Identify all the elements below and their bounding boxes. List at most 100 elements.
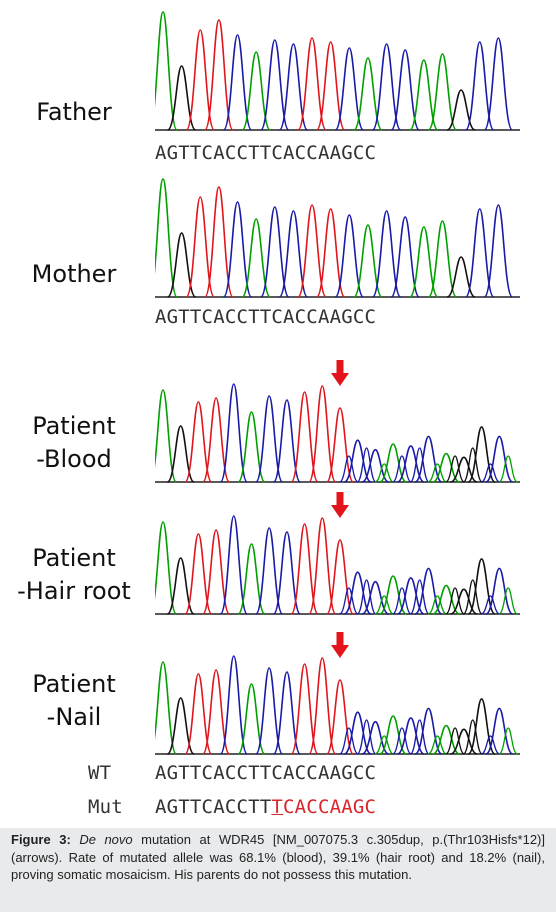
trace-peak xyxy=(343,711,372,755)
label-father: Father xyxy=(0,96,148,129)
trace-secondary-peak xyxy=(356,579,377,615)
trace-peak xyxy=(278,210,309,298)
trace-peak xyxy=(397,717,425,755)
chromatogram-patient-blood xyxy=(155,360,520,483)
trace-peak xyxy=(467,426,496,483)
mut-inserted-base: T xyxy=(271,796,284,818)
trace-peak xyxy=(379,715,407,755)
trace-peak xyxy=(255,395,284,483)
trace-peak xyxy=(166,557,195,615)
trace-peak xyxy=(290,663,319,755)
trace-secondary-peak xyxy=(339,587,359,615)
trace-peak xyxy=(155,521,178,615)
figure-caption: Figure 3: De novo mutation at WDR45 [NM_… xyxy=(0,828,556,912)
trace-peak xyxy=(184,533,213,615)
chromatogram-mother xyxy=(155,178,520,298)
trace-peak xyxy=(166,425,195,483)
trace-peak xyxy=(255,527,284,615)
label-line: -Hair root xyxy=(17,577,131,605)
trace-secondary-peak xyxy=(409,447,430,483)
trace-peak xyxy=(409,59,439,131)
trace-peak xyxy=(390,49,420,131)
trace-peak xyxy=(315,208,346,298)
mutation-arrow-icon xyxy=(331,492,349,518)
trace-peak xyxy=(155,178,178,298)
trace-peak xyxy=(155,11,178,131)
trace-peak xyxy=(166,65,197,131)
label-line: Patient xyxy=(32,412,116,440)
caption-de-novo: De novo xyxy=(79,832,133,847)
trace-peak xyxy=(353,224,383,298)
trace-peak xyxy=(297,204,327,298)
trace-peak xyxy=(325,679,355,755)
trace-peak xyxy=(325,539,355,615)
trace-peak xyxy=(414,567,443,615)
mut-normal-part: AGTTCACCTT xyxy=(155,796,272,818)
trace-secondary-peak xyxy=(339,455,359,483)
label-line: Patient xyxy=(32,670,116,698)
trace-peak xyxy=(315,41,346,131)
trace-secondary-peak xyxy=(374,595,394,615)
trace-secondary-peak xyxy=(498,587,518,615)
trace-peak xyxy=(202,529,231,615)
trace-secondary-peak xyxy=(462,447,483,483)
label-patient-nail: Patient -Nail xyxy=(0,668,148,734)
trace-secondary-peak xyxy=(427,463,447,483)
trace-peak xyxy=(467,698,496,755)
trace-peak xyxy=(467,558,496,615)
trace-peak xyxy=(485,567,514,615)
trace-peak xyxy=(204,186,234,298)
sequence-mother: AGTTCACCTTCACCAAGCC xyxy=(155,306,377,328)
trace-secondary-peak xyxy=(409,719,430,755)
trace-secondary-peak xyxy=(356,447,377,483)
trace-peak xyxy=(155,661,178,755)
label-line: -Blood xyxy=(36,445,112,473)
trace-peak xyxy=(427,220,458,298)
trace-secondary-peak xyxy=(462,719,483,755)
label-mother: Mother xyxy=(0,258,148,291)
trace-peak xyxy=(485,435,514,483)
trace-peak xyxy=(237,543,266,615)
trace-secondary-peak xyxy=(498,455,518,483)
trace-peak xyxy=(353,57,383,131)
trace-peak xyxy=(483,37,514,131)
trace-secondary-peak xyxy=(374,463,394,483)
trace-peak xyxy=(343,571,372,615)
trace-secondary-peak xyxy=(480,463,500,483)
chromatogram-patient-hair-root xyxy=(155,492,520,615)
trace-peak xyxy=(308,517,337,615)
trace-secondary-peak xyxy=(445,455,465,483)
trace-peak xyxy=(308,657,337,755)
trace-peak xyxy=(166,697,195,755)
trace-peak xyxy=(272,399,301,483)
trace-peak xyxy=(166,232,197,298)
trace-peak xyxy=(483,204,514,298)
mutation-arrow-icon xyxy=(331,632,349,658)
trace-peak xyxy=(185,196,216,298)
mut-sequence: AGTTCACCTTTCACCAAGC xyxy=(155,796,376,818)
trace-peak xyxy=(334,47,365,131)
label-patient-hair-root: Patient -Hair root xyxy=(0,542,148,608)
trace-secondary-peak xyxy=(392,727,412,755)
trace-peak xyxy=(155,389,178,483)
trace-peak xyxy=(185,29,216,131)
label-line: -Nail xyxy=(46,703,102,731)
trace-secondary-peak xyxy=(445,587,465,615)
label-patient-blood: Patient -Blood xyxy=(0,410,148,476)
trace-peak xyxy=(414,707,443,755)
trace-secondary-peak xyxy=(462,579,483,615)
trace-peak xyxy=(308,385,337,483)
trace-peak xyxy=(219,655,248,755)
trace-peak xyxy=(414,435,443,483)
trace-peak xyxy=(409,226,439,298)
trace-secondary-peak xyxy=(356,719,377,755)
trace-peak xyxy=(432,452,460,483)
trace-peak xyxy=(184,401,213,483)
wt-sequence: AGTTCACCTTCACCAAGCC xyxy=(155,762,377,784)
trace-secondary-peak xyxy=(498,727,518,755)
trace-peak xyxy=(371,43,402,131)
trace-peak xyxy=(464,41,495,131)
trace-peak xyxy=(260,206,290,298)
trace-peak xyxy=(427,53,458,131)
